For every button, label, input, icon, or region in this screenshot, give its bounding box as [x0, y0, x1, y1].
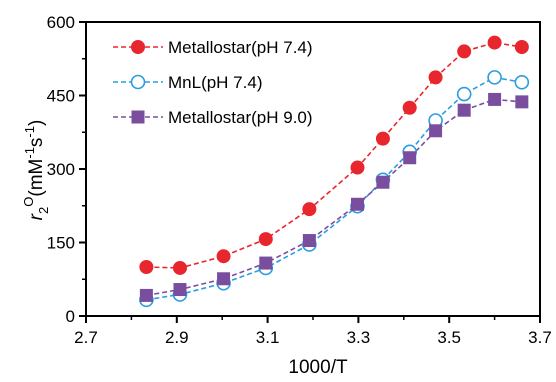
data-point-series-1 — [258, 232, 273, 247]
data-point-series-3 — [302, 234, 316, 248]
y-axis-symbol: r — [26, 213, 47, 220]
data-point-series-3 — [259, 256, 273, 270]
data-point-series-1 — [350, 160, 365, 175]
y-axis-unit-exp2: -1 — [22, 126, 37, 138]
legend-marker-3 — [131, 110, 145, 124]
x-tick-label: 2.7 — [74, 328, 98, 347]
data-point-series-2 — [487, 70, 502, 85]
data-point-series-1 — [428, 70, 443, 85]
data-point-series-3 — [173, 283, 187, 297]
data-point-series-3 — [403, 151, 417, 165]
y-axis-title: r2O(mM-1s-1) — [21, 120, 51, 221]
x-tick-label: 3.5 — [437, 328, 461, 347]
legend-label-2: MnL(pH 7.4) — [168, 73, 262, 92]
y-tick-label: 0 — [66, 307, 75, 326]
legend-marker-1 — [131, 40, 145, 54]
y-axis-subscript: 2 — [36, 207, 51, 214]
data-point-series-3 — [139, 288, 153, 302]
data-point-series-3 — [350, 197, 364, 211]
data-point-series-1 — [139, 260, 154, 274]
x-tick-label: 3.7 — [528, 328, 552, 347]
legend-label-3: Metallostar(pH 9.0) — [168, 108, 313, 127]
data-point-series-1 — [457, 44, 472, 59]
legend-label-1: Metallostar(pH 7.4) — [168, 38, 313, 57]
y-axis-unit: (mM — [26, 159, 47, 197]
axes: 2.7 2.9 3.1 3.3 3.5 3.7 0 150 300 450 600 — [47, 13, 552, 347]
y-axis-unit-close: ) — [26, 120, 47, 126]
data-point-series-3 — [217, 272, 231, 286]
x-axis-title: 1000/T — [288, 357, 348, 378]
y-tick-label: 600 — [47, 13, 75, 32]
x-tick-label: 2.9 — [165, 328, 189, 347]
plot-frame — [85, 21, 541, 317]
data-point-series-1 — [302, 202, 317, 217]
data-point-series-3 — [515, 95, 529, 109]
plot-area — [139, 35, 530, 308]
data-point-series-3 — [429, 124, 443, 138]
y-axis-superscript: O — [21, 197, 36, 207]
data-point-series-1 — [172, 260, 187, 275]
y-axis-unit-s: s — [26, 138, 47, 148]
data-point-series-1 — [514, 39, 529, 54]
data-point-series-2 — [456, 86, 472, 102]
data-point-series-2 — [514, 74, 530, 90]
data-point-series-1 — [216, 249, 231, 264]
data-point-series-1 — [402, 100, 417, 115]
x-tick-label: 3.1 — [256, 328, 280, 347]
data-point-series-1 — [375, 131, 390, 146]
y-axis-unit-exp1: -1 — [22, 147, 37, 159]
legend-marker-2 — [130, 74, 146, 90]
data-point-series-1 — [487, 35, 502, 50]
data-point-series-3 — [457, 103, 471, 117]
x-tick-label: 3.3 — [347, 328, 371, 347]
data-point-series-3 — [488, 92, 502, 106]
y-tick-label: 300 — [47, 160, 75, 179]
series-line-3 — [146, 98, 522, 297]
y-tick-label: 150 — [47, 234, 75, 253]
data-point-series-3 — [376, 175, 390, 189]
y-tick-label: 450 — [47, 87, 75, 106]
legend: Metallostar(pH 7.4) MnL(pH 7.4) Metallosta… — [113, 38, 313, 127]
